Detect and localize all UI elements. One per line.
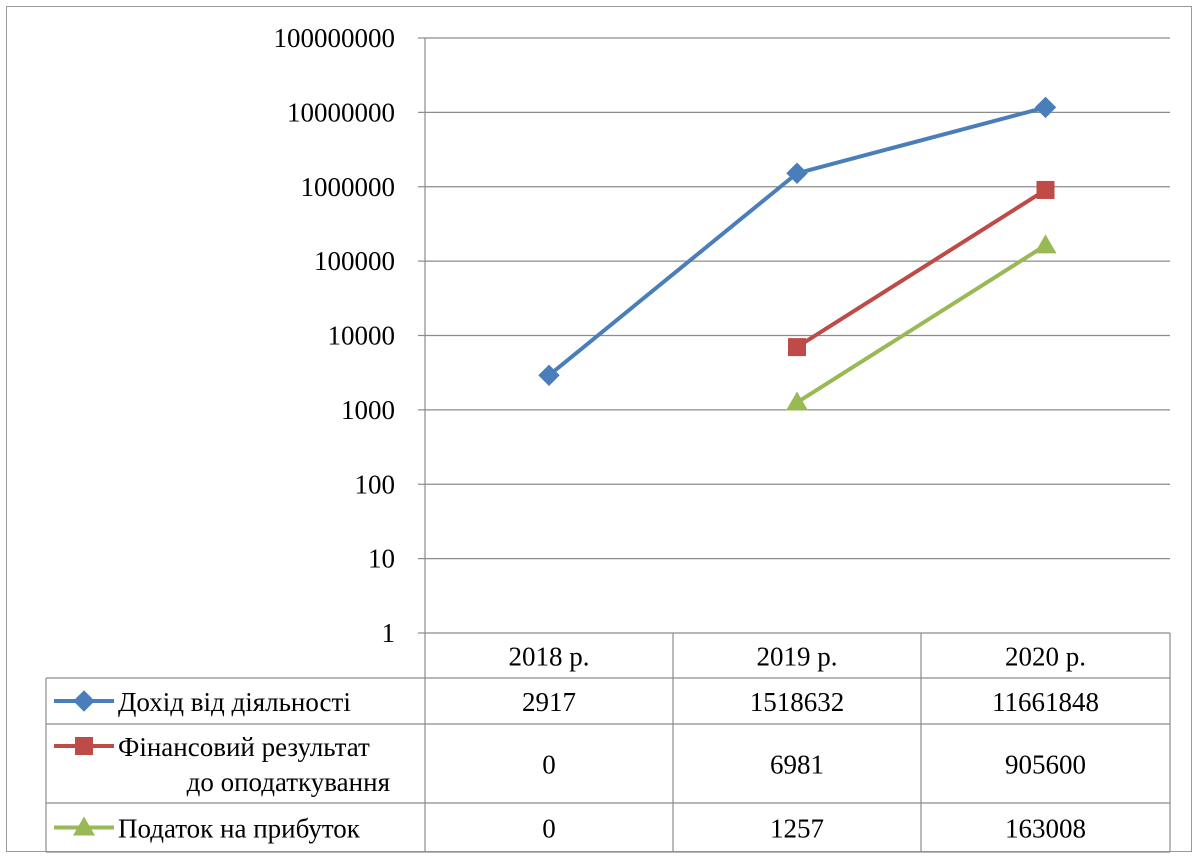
data-point bbox=[788, 338, 806, 357]
data-cell: 11661848 bbox=[992, 687, 1099, 717]
data-point bbox=[1034, 234, 1057, 254]
x-category-label: 2020 р. bbox=[1005, 642, 1086, 672]
data-cell: 163008 bbox=[1005, 814, 1086, 844]
series-line bbox=[795, 243, 1047, 405]
axes bbox=[418, 37, 426, 634]
gridlines bbox=[425, 37, 1170, 560]
legend-label: до оподаткування bbox=[187, 767, 390, 797]
series-line bbox=[795, 188, 1047, 349]
y-tick-label: 10 bbox=[368, 544, 395, 574]
data-point bbox=[786, 162, 808, 184]
data-cell: 1518632 bbox=[750, 687, 845, 717]
y-tick-label: 10000 bbox=[328, 321, 396, 351]
y-tick-label: 100000000 bbox=[274, 23, 396, 53]
legend-label: Дохід від діяльності bbox=[118, 687, 351, 717]
y-tick-label: 100000 bbox=[314, 246, 395, 276]
legend-label: Податок на прибуток bbox=[118, 814, 361, 844]
y-tick-label: 10000000 bbox=[287, 97, 395, 127]
data-point bbox=[786, 391, 808, 411]
y-tick-label: 1 bbox=[382, 618, 396, 648]
data-table: 2018 р. 2019 р. 2020 р. Дохід від діяльност… bbox=[45, 632, 1171, 853]
data-cell: 0 bbox=[542, 750, 556, 780]
y-tick-label: 100 bbox=[355, 469, 396, 499]
data-cell: 0 bbox=[542, 814, 556, 844]
data-cell: 1257 bbox=[770, 814, 824, 844]
data-cell: 905600 bbox=[1005, 750, 1086, 780]
y-tick-label: 1000 bbox=[341, 395, 395, 425]
data-point bbox=[1036, 180, 1055, 199]
x-category-label: 2018 р. bbox=[509, 642, 590, 672]
x-category-label: 2019 р. bbox=[757, 642, 838, 672]
data-point bbox=[1034, 96, 1057, 119]
data-cell: 2917 bbox=[522, 687, 576, 717]
series-lines bbox=[538, 96, 1057, 411]
data-point bbox=[538, 364, 560, 387]
legend-label: Фінансовий результат bbox=[118, 732, 370, 762]
legend-key-marker bbox=[73, 690, 95, 712]
legend-key-marker bbox=[75, 737, 93, 755]
data-cell: 6981 bbox=[770, 750, 824, 780]
y-tick-labels: 1 10 100 1000 10000 100000 1000000 10000000 1000… bbox=[274, 23, 396, 648]
y-tick-label: 1000000 bbox=[301, 172, 396, 202]
legend-key-marker bbox=[73, 816, 95, 836]
